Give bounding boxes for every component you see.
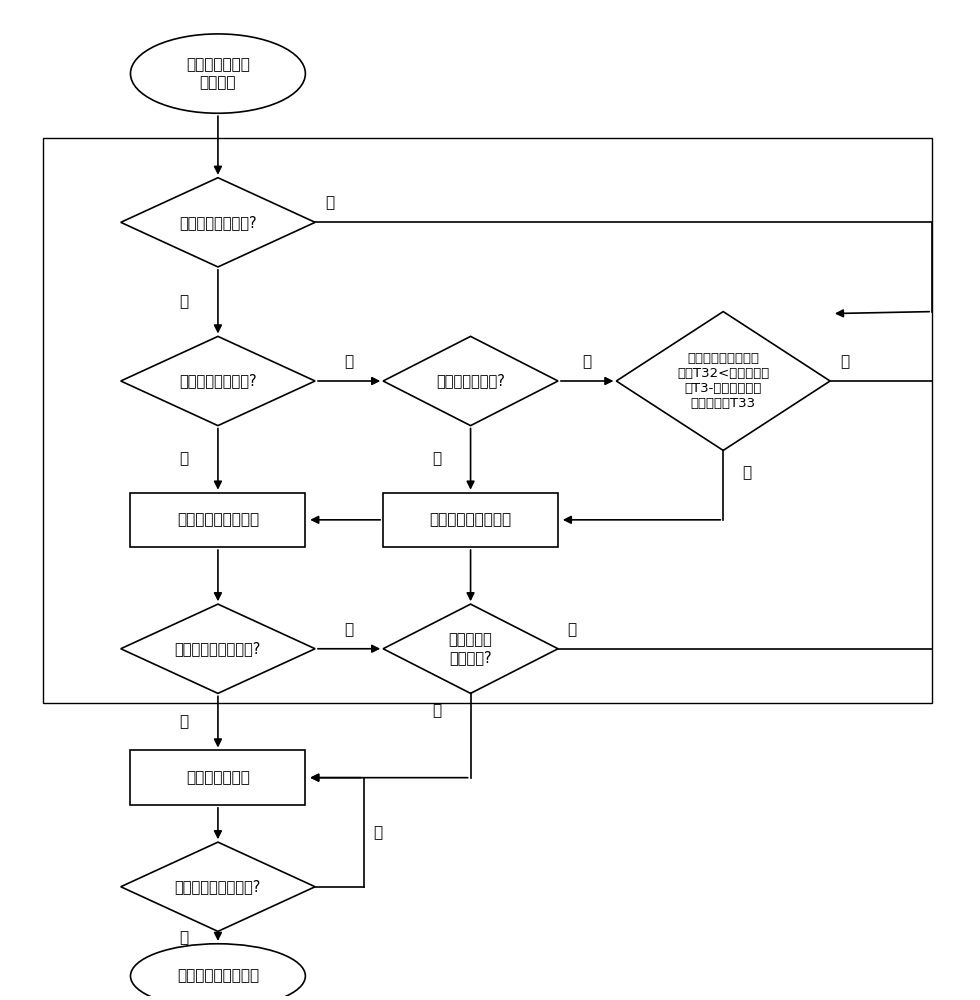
Text: 是: 是 <box>179 714 189 729</box>
Text: 否: 否 <box>840 354 849 369</box>
Text: 否: 否 <box>373 825 382 840</box>
Text: 否: 否 <box>567 622 577 637</box>
Text: 否: 否 <box>345 622 354 637</box>
Text: 否: 否 <box>324 195 334 210</box>
Text: 第二洗涤筒
脱水结束?: 第二洗涤筒 脱水结束? <box>449 633 492 665</box>
Text: 第一洗涤筒排水等待: 第一洗涤筒排水等待 <box>429 512 512 527</box>
Text: 第二洗涤筒距脱水的
时间T32<允许等待时
间T3-第二洗涤筒脱
水所用时间T33: 第二洗涤筒距脱水的 时间T32<允许等待时 间T3-第二洗涤筒脱 水所用时间T3… <box>677 352 769 410</box>
Text: 是: 是 <box>179 452 189 467</box>
Text: 是: 是 <box>179 930 189 945</box>
Text: 第二洗涤筒排水中?: 第二洗涤筒排水中? <box>179 373 257 388</box>
Text: 第二洗涤筒运行中?: 第二洗涤筒运行中? <box>179 215 257 230</box>
Text: 第一洗涤筒排水: 第一洗涤筒排水 <box>186 770 250 785</box>
Text: 第一洗涤筒排水等待: 第一洗涤筒排水等待 <box>176 512 259 527</box>
Text: 第二洗涤筒排水结束?: 第二洗涤筒排水结束? <box>174 641 261 656</box>
Text: 是: 是 <box>179 294 189 309</box>
Text: 否: 否 <box>582 354 592 369</box>
Text: 第二洗涤筒脱水?: 第二洗涤筒脱水? <box>436 373 505 388</box>
Text: 第一洗涤筒达到
排水程序: 第一洗涤筒达到 排水程序 <box>186 57 250 90</box>
Text: 第一洗涤筒排水结束?: 第一洗涤筒排水结束? <box>174 879 261 894</box>
Text: 是: 是 <box>432 703 441 718</box>
Text: 是: 是 <box>432 452 441 467</box>
Text: 是: 是 <box>743 465 752 480</box>
Text: 否: 否 <box>345 354 354 369</box>
Text: 第一洗涤筒排水结束: 第一洗涤筒排水结束 <box>176 968 259 984</box>
